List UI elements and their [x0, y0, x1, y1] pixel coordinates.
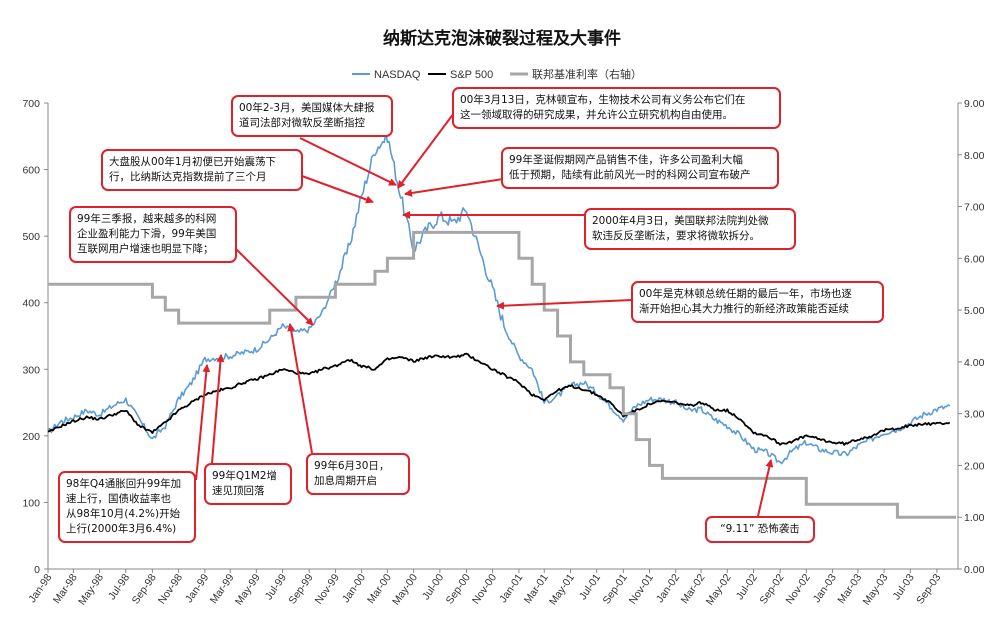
annotation-a5: 99年三季报，越来越多的科网 企业盈利能力下滑，99年美国 互联网用户增速也明显… — [69, 206, 237, 263]
annotation-arrow-8 — [195, 364, 211, 481]
x-tick-label: Jul-02 — [734, 572, 760, 602]
series-fed-rate-line — [48, 230, 956, 519]
x-tick-label: Nov-02 — [784, 572, 813, 607]
x-tick-label: Sep-00 — [444, 572, 473, 607]
x-tick-label: Nov-00 — [470, 572, 499, 607]
x-tick-label: May-98 — [76, 572, 106, 608]
left-tick-label: 100 — [22, 497, 40, 509]
x-tick-label: Nov-01 — [627, 572, 656, 607]
legend-nasdaq-label: NASDAQ — [374, 69, 421, 81]
x-tick-label: Jan-99 — [183, 572, 211, 605]
annotation-arrow-11 — [757, 459, 774, 517]
x-tick-label: Jan-03 — [811, 572, 839, 605]
right-tick-label: 0.00 — [964, 564, 985, 576]
x-tick-label: Jan-02 — [654, 572, 682, 605]
x-tick-label: Jul-03 — [891, 572, 917, 602]
x-tick-label: Jul-99 — [263, 572, 289, 602]
left-tick-label: 300 — [22, 364, 40, 376]
right-tick-label: 4.00 — [964, 357, 985, 369]
annotation-arrows — [195, 104, 774, 517]
annotation-a8: 98年Q4通胀回升99年加 速上行，国债收益率也 从98年10月(4.2%)开始… — [58, 471, 196, 543]
x-tick-label: Sep-98 — [130, 572, 159, 607]
annotation-arrow-7 — [496, 299, 633, 310]
left-tick-label: 400 — [22, 298, 40, 310]
left-tick-label: 700 — [22, 98, 40, 110]
x-tick-label: Jan-00 — [340, 572, 368, 605]
left-tick-label: 200 — [22, 431, 40, 443]
x-tick-label: Jul-98 — [106, 572, 132, 602]
x-tick-label: Nov-99 — [313, 572, 342, 607]
right-tick-label: 6.00 — [964, 253, 985, 265]
x-tick-label: Jan-01 — [497, 572, 525, 605]
annotation-a9: 99年Q1M2增 速见顶回落 — [204, 463, 292, 505]
x-tick-label: Jul-00 — [420, 572, 446, 602]
annotation-a10: 99年6月30日， 加息周期开启 — [306, 453, 410, 495]
x-tick-label: Sep-99 — [286, 572, 315, 607]
right-tick-label: 7.00 — [964, 202, 985, 214]
right-tick-label: 2.00 — [964, 460, 985, 472]
left-tick-label: 0 — [34, 564, 40, 576]
x-tick-label: May-02 — [704, 572, 734, 608]
x-tick-label: Nov-98 — [156, 572, 185, 607]
annotation-arrow-10 — [287, 323, 313, 454]
right-tick-label: 3.00 — [964, 409, 985, 421]
x-tick-label: Sep-01 — [601, 572, 630, 607]
x-tick-label: May-99 — [233, 572, 263, 608]
x-tick-label: May-00 — [390, 572, 420, 608]
annotation-arrow-1 — [299, 137, 397, 186]
x-tick-label: Jan-98 — [26, 572, 54, 605]
right-tick-label: 9.00 — [964, 98, 985, 110]
x-tick-label: May-01 — [547, 572, 577, 608]
series-layer — [47, 131, 956, 519]
annotation-a1: 00年2-3月，美国媒体大肆报 道司法部对微软反垄断指控 — [231, 95, 393, 137]
right-tick-label: 1.00 — [964, 512, 985, 524]
annotation-a11: “9.11” 恐怖袭击 — [705, 516, 815, 543]
left-tick-label: 500 — [22, 231, 40, 243]
annotation-arrow-9 — [211, 354, 225, 464]
x-tick-label: Jul-01 — [577, 572, 603, 602]
legend-fed-rate-label: 联邦基准利率（右轴） — [532, 67, 642, 81]
legend: NASDAQ S&P 500 联邦基准利率（右轴） — [352, 67, 642, 81]
series-nasdaq-line — [47, 131, 951, 465]
legend-sp500-label: S&P 500 — [450, 69, 493, 81]
x-tick-label: Sep-03 — [914, 572, 943, 607]
annotation-a6: 2000年4月3日，美国联邦法院判处微 软违反反垄断法，要求将微软拆分。 — [584, 208, 796, 250]
x-tick-label: Sep-02 — [757, 572, 786, 607]
annotation-arrow-5 — [234, 247, 314, 326]
annotation-arrow-4 — [404, 177, 511, 197]
annotation-a4: 99年圣诞假期网产品销售不佳，许多公司盈利大幅 低于预期，陆续有此前风光一时的科… — [501, 147, 779, 189]
annotation-arrow-2 — [397, 104, 461, 189]
left-tick-label: 600 — [22, 165, 40, 177]
annotation-a7: 00年是克林顿总统任期的最后一年，市场也逐 渐开始担心其大力推行的新经济政策能否… — [631, 281, 884, 323]
annotation-a2: 00年3月13日，克林顿宣布，生物技术公司有义务公布它们在 这一领域取得的研究成… — [452, 87, 781, 129]
chart-title: 纳斯达克泡沫破裂过程及大事件 — [383, 28, 621, 49]
annotation-arrow-3 — [301, 175, 374, 204]
right-tick-label: 5.00 — [964, 305, 985, 317]
annotation-a3: 大盘股从00年1月初便已开始震荡下 行，比纳斯达克指数提前了三个月 — [101, 149, 303, 191]
series-sp500-line — [47, 352, 951, 446]
right-tick-label: 8.00 — [964, 150, 985, 162]
x-tick-label: May-03 — [861, 572, 891, 608]
